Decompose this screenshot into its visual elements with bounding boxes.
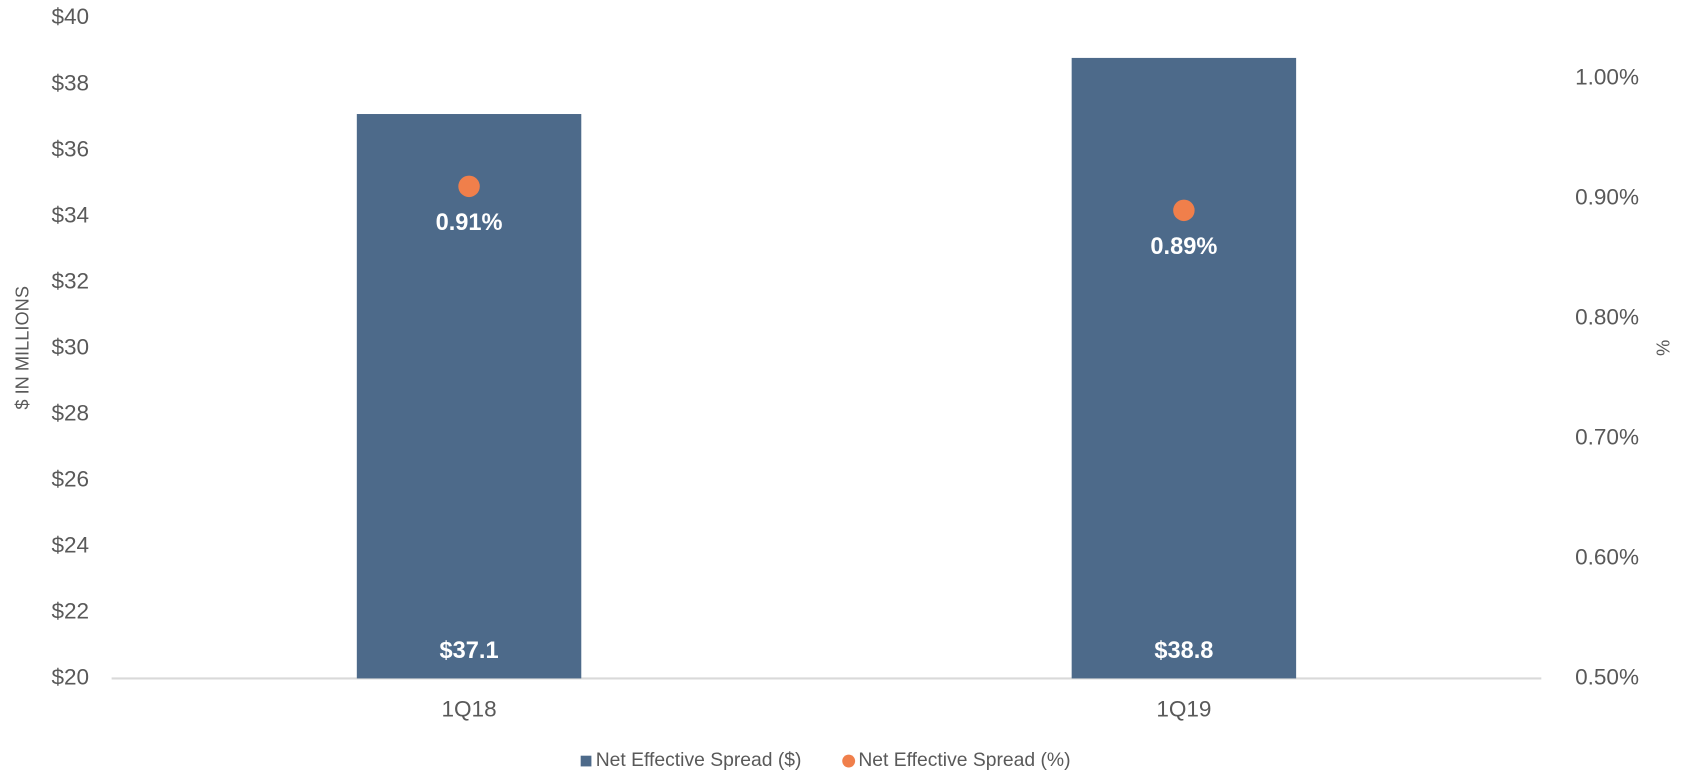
y2-tick-label: 0.50% xyxy=(1575,664,1639,689)
y-tick-label: $28 xyxy=(51,400,89,425)
bar xyxy=(356,114,582,679)
y-tick-label: $34 xyxy=(51,202,89,227)
legend-swatch xyxy=(580,755,592,767)
x-tick-label: 1Q18 xyxy=(441,697,496,722)
data-label: $38.8 xyxy=(1154,638,1213,664)
y-tick-label: $32 xyxy=(51,268,89,293)
legend-label: Net Effective Spread ($) xyxy=(596,750,802,771)
y-tick-label: $40 xyxy=(51,4,89,29)
data-label: 0.91% xyxy=(436,210,503,236)
y-tick-label: $20 xyxy=(51,664,89,689)
legend-swatch xyxy=(842,754,856,768)
y2-tick-label: 0.80% xyxy=(1575,304,1639,329)
y-tick-label: $24 xyxy=(51,532,89,557)
y2-tick-label: 1.00% xyxy=(1575,64,1639,89)
y-tick-label: $26 xyxy=(51,466,89,491)
dot xyxy=(458,175,480,198)
y-tick-label: $38 xyxy=(51,70,89,95)
y-tick-label: $36 xyxy=(51,136,89,161)
y-tick-label: $30 xyxy=(51,334,89,359)
y-axis-title: $ IN MILLIONS xyxy=(11,286,32,410)
data-label: 0.89% xyxy=(1150,234,1217,260)
y2-tick-label: 0.60% xyxy=(1575,544,1639,569)
y2-tick-label: 0.90% xyxy=(1575,184,1639,209)
dot xyxy=(1173,199,1195,222)
y2-axis-title: % xyxy=(1653,340,1674,356)
bar xyxy=(1071,57,1297,679)
legend-label: Net Effective Spread (%) xyxy=(858,750,1070,771)
y2-tick-label: 0.70% xyxy=(1575,424,1639,449)
x-tick-label: 1Q19 xyxy=(1156,697,1211,722)
data-label: $37.1 xyxy=(440,638,499,664)
y-tick-label: $22 xyxy=(51,598,89,623)
